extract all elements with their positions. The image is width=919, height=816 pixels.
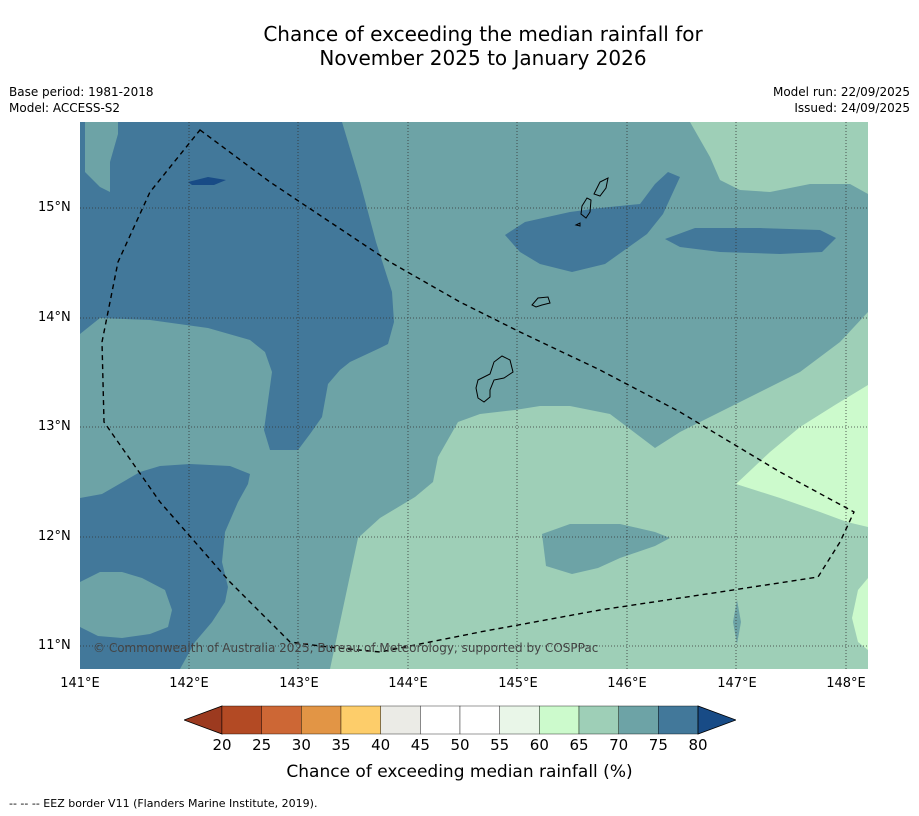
colorbar-label-50: 50 (450, 736, 470, 754)
colorbar-bins (221, 705, 699, 735)
title-line-2: November 2025 to January 2026 (319, 46, 647, 70)
region-75-80-west (80, 122, 394, 450)
issued-date: Issued: 24/09/2025 (794, 101, 910, 115)
tinian-island (580, 197, 592, 219)
colorbar-label-20: 20 (212, 736, 232, 754)
rainfall-map (80, 122, 868, 669)
colorbar-label-65: 65 (569, 736, 589, 754)
graticule (80, 122, 868, 669)
colorbar-label-25: 25 (252, 736, 272, 754)
map-panel (80, 122, 868, 669)
colorbar-bin-70-75 (618, 705, 659, 735)
aguijan-island (574, 222, 581, 227)
lon-tick-145e: 145°E (498, 676, 538, 691)
colorbar-label-70: 70 (609, 736, 629, 754)
model-name: Model: ACCESS-S2 (9, 101, 121, 115)
lon-tick-144e: 144°E (388, 676, 428, 691)
lat-tick-11n: 11°N (38, 638, 71, 653)
lon-tick-146e: 146°E (607, 676, 647, 691)
region-60-65-east (736, 385, 868, 527)
base-period: Base period: 1981-2018 (9, 85, 154, 99)
colorbar-bin-55-60 (499, 705, 540, 735)
colorbar-extend-high (697, 705, 736, 735)
colorbar-bin-65-70 (578, 705, 619, 735)
region-above-80 (188, 177, 226, 185)
chart-title: Chance of exceeding the median rainfall … (0, 22, 919, 70)
colorbar-bin-40-45 (380, 705, 421, 735)
region-70-75-sw-pocket (80, 572, 172, 638)
colorbar-bin-50-55 (459, 705, 500, 735)
region-65-70-south (330, 312, 868, 669)
islands (475, 177, 609, 403)
colorbar-label-80: 80 (688, 736, 708, 754)
title-line-1: Chance of exceeding the median rainfall … (263, 22, 703, 46)
colorbar-bin-35-40 (340, 705, 381, 735)
colorbar-label-75: 75 (648, 736, 668, 754)
region-65-70-ne (690, 122, 868, 194)
colorbar-bin-60-65 (539, 705, 580, 735)
lat-tick-13n: 13°N (38, 419, 71, 434)
lon-tick-141e: 141°E (60, 676, 100, 691)
lon-tick-148e: 148°E (826, 676, 866, 691)
colorbar-extend-low (184, 705, 223, 735)
colorbar-bin-20-25 (221, 705, 262, 735)
lon-tick-143e: 143°E (279, 676, 319, 691)
lat-tick-15n: 15°N (38, 200, 71, 215)
eez-legend-note: -- -- -- EEZ border V11 (Flanders Marine… (9, 797, 318, 810)
colorbar-bin-75-80 (658, 705, 699, 735)
region-75-80-north-blob (505, 172, 680, 272)
region-60-65-se (852, 578, 868, 650)
colorbar-bin-30-35 (301, 705, 342, 735)
colorbar-label-45: 45 (410, 736, 430, 754)
guam-island (475, 355, 514, 403)
colorbar-label-30: 30 (291, 736, 311, 754)
colorbar (184, 705, 736, 735)
colorbar-label-55: 55 (490, 736, 510, 754)
saipan-island (593, 177, 609, 197)
colorbar-title: Chance of exceeding median rainfall (%) (286, 762, 633, 782)
colorbar-bin-25-30 (261, 705, 302, 735)
copyright-notice: © Commonwealth of Australia 2025, Bureau… (93, 641, 599, 655)
meta-right: Model run: 22/09/2025 Issued: 24/09/2025 (773, 84, 910, 116)
region-75-80-ne-blob (665, 228, 836, 254)
lat-tick-14n: 14°N (38, 310, 71, 325)
lat-tick-12n: 12°N (38, 529, 71, 544)
colorbar-bin-45-50 (420, 705, 461, 735)
eez-border (101, 129, 855, 653)
rota-island (531, 296, 551, 308)
region-70-75-sliver (733, 600, 741, 644)
lon-tick-147e: 147°E (717, 676, 757, 691)
lon-tick-142e: 142°E (169, 676, 209, 691)
colorbar-label-60: 60 (529, 736, 549, 754)
colorbar-label-40: 40 (371, 736, 391, 754)
meta-left: Base period: 1981-2018 Model: ACCESS-S2 (9, 84, 154, 116)
model-run: Model run: 22/09/2025 (772, 85, 910, 99)
colorbar-label-35: 35 (331, 736, 351, 754)
region-70-75-south-pocket (542, 524, 670, 574)
region-70-75-nw (85, 122, 118, 192)
